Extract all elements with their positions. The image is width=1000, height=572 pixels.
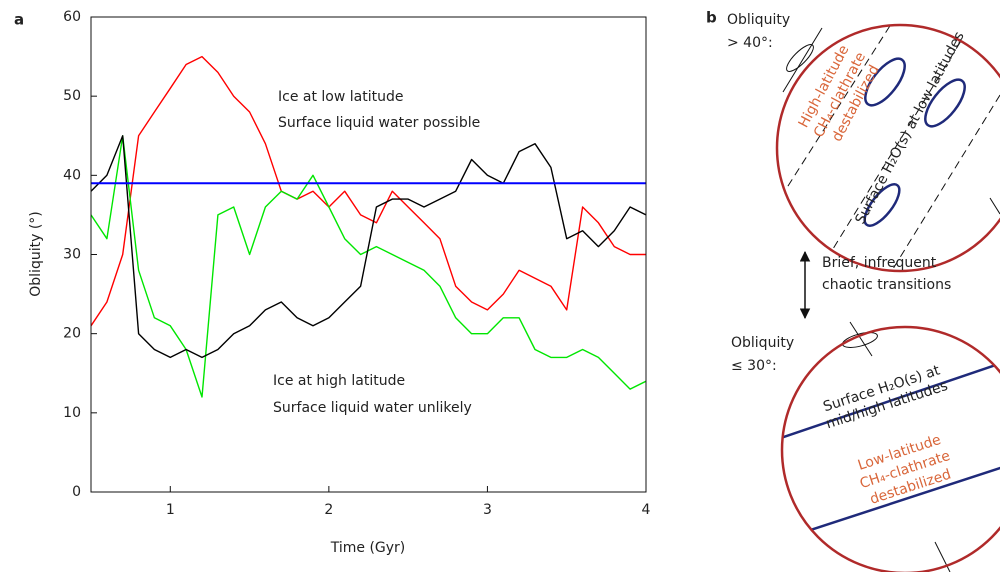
latitude-line — [819, 25, 981, 271]
chart-panel: a Time (Gyr) Obliquity (°) 0 10 20 30 40 50 60… — [14, 9, 651, 556]
transition-label: chaotic transitions — [822, 277, 951, 293]
x-tick-label: 3 — [483, 502, 492, 518]
spin-axis — [782, 27, 823, 93]
spin-axis — [849, 321, 873, 357]
annotation: Ice at low latitude — [278, 89, 403, 105]
transition-label: Brief, infrequent — [822, 255, 937, 271]
series-line — [90, 55, 646, 327]
y-tick-label: 20 — [63, 326, 81, 342]
y-tick-label: 10 — [63, 405, 81, 421]
y-tick-label: 50 — [63, 88, 81, 104]
x-axis-label: Time (Gyr) — [330, 540, 406, 556]
x-tick-label: 1 — [166, 502, 175, 518]
annotation: Surface liquid water unlikely — [273, 400, 472, 416]
latitude-line — [782, 453, 1000, 542]
planet — [775, 23, 1000, 273]
x-tick-label: 2 — [324, 502, 333, 518]
obliquity-label: Obliquity — [731, 335, 794, 351]
spin-axis — [934, 541, 951, 572]
y-tick-label: 30 — [63, 247, 81, 263]
annotation: Ice at high latitude — [273, 373, 405, 389]
obliquity-condition: ≤ 30°: — [731, 358, 777, 374]
y-tick-label: 60 — [63, 9, 81, 25]
obliquity-label: Obliquity — [727, 12, 790, 28]
panel-label: a — [14, 11, 24, 29]
ice-patch — [863, 183, 901, 227]
diagram-panel: b Obliquity > 40°: High-latitude CH₄-cla… — [706, 9, 1000, 572]
ice-label: Surface H₂O(s) at low latitudes — [852, 29, 967, 227]
obliquity-condition: > 40°: — [727, 35, 773, 51]
annotation: Surface liquid water possible — [278, 115, 480, 131]
x-tick-label: 4 — [642, 502, 651, 518]
series-line — [90, 135, 647, 398]
series-line — [90, 135, 647, 359]
spin-axis — [989, 197, 1000, 215]
spin-icon — [786, 44, 814, 72]
panel-label: b — [706, 9, 717, 27]
spin-icon — [842, 332, 878, 348]
ice-patch — [924, 78, 966, 128]
ice-patch — [864, 57, 906, 107]
y-tick-label: 0 — [72, 484, 81, 500]
planet — [780, 325, 1000, 572]
y-tick-label: 40 — [63, 167, 81, 183]
y-axis-label: Obliquity (°) — [28, 211, 44, 296]
